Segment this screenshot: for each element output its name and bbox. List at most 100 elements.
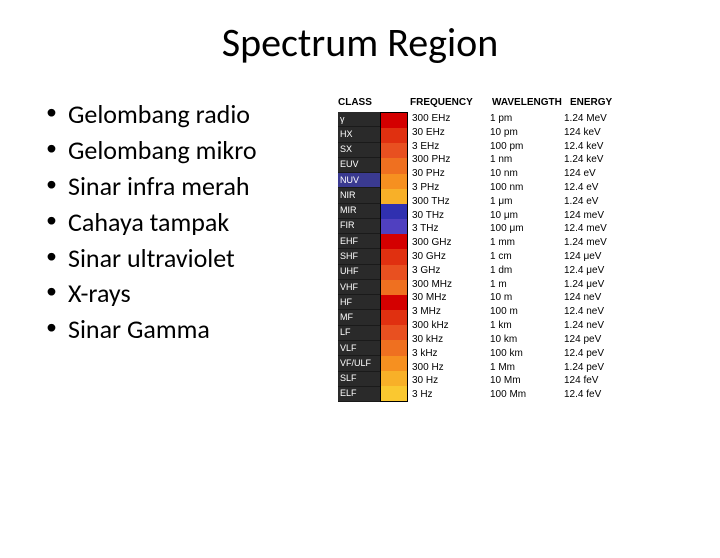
- bullet-item: Sinar ultraviolet: [46, 241, 328, 277]
- bullet-item: Gelombang mikro: [46, 133, 328, 169]
- spectrum-segment: [381, 219, 407, 234]
- wavelength-value: 1 cm: [490, 250, 560, 264]
- wavelength-value: 100 nm: [490, 181, 560, 195]
- frequency-value: 300 kHz: [412, 319, 486, 333]
- frequency-value: 30 kHz: [412, 333, 486, 347]
- frequency-value: 30 Hz: [412, 374, 486, 388]
- class-cell: SX: [338, 143, 380, 158]
- energy-value: 124 neV: [564, 292, 646, 306]
- energy-value: 12.4 neV: [564, 305, 646, 319]
- spectrum-segment: [381, 295, 407, 310]
- frequency-value: 30 PHz: [412, 167, 486, 181]
- energy-value: 1.24 keV: [564, 153, 646, 167]
- spectrum-chart: CLASS FREQUENCY WAVELENGTH ENERGY γHXSXE…: [328, 97, 692, 402]
- chart-body: γHXSXEUVNUVNIRMIRFIREHFSHFUHFVHFHFMFLFVL…: [338, 112, 692, 402]
- wavelength-value: 1 pm: [490, 112, 560, 126]
- wavelength-value: 10 nm: [490, 167, 560, 181]
- frequency-value: 3 MHz: [412, 305, 486, 319]
- wavelength-value: 1 dm: [490, 264, 560, 278]
- spectrum-segment: [381, 158, 407, 173]
- wavelength-value: 10 Mm: [490, 374, 560, 388]
- frequency-value: 30 THz: [412, 209, 486, 223]
- energy-value: 1.24 μeV: [564, 278, 646, 292]
- class-cell: HX: [338, 127, 380, 142]
- spectrum-segment: [381, 356, 407, 371]
- wavelength-value: 10 m: [490, 292, 560, 306]
- data-columns: 300 EHz30 EHz3 EHz300 PHz30 PHz3 PHz300 …: [408, 112, 692, 402]
- energy-value: 124 peV: [564, 333, 646, 347]
- wavelength-value: 10 pm: [490, 126, 560, 140]
- energy-value: 1.24 MeV: [564, 112, 646, 126]
- frequency-value: 300 EHz: [412, 112, 486, 126]
- class-cell: MIR: [338, 204, 380, 219]
- wavelength-value: 100 μm: [490, 223, 560, 237]
- wavelength-value: 100 pm: [490, 140, 560, 154]
- frequency-value: 3 GHz: [412, 264, 486, 278]
- energy-value: 1.24 meV: [564, 236, 646, 250]
- frequency-value: 3 THz: [412, 223, 486, 237]
- class-cell: VLF: [338, 341, 380, 356]
- wavelength-value: 10 μm: [490, 209, 560, 223]
- spectrum-segment: [381, 174, 407, 189]
- frequency-value: 300 GHz: [412, 236, 486, 250]
- wavelength-value: 1 km: [490, 319, 560, 333]
- wavelength-value: 1 nm: [490, 153, 560, 167]
- spectrum-color-bar: [380, 112, 408, 402]
- class-cell: ELF: [338, 387, 380, 402]
- energy-column: 1.24 MeV124 keV12.4 keV1.24 keV124 eV12.…: [560, 112, 646, 402]
- wavelength-value: 1 mm: [490, 236, 560, 250]
- spectrum-segment: [381, 113, 407, 128]
- frequency-value: 3 EHz: [412, 140, 486, 154]
- class-cell: SLF: [338, 372, 380, 387]
- wavelength-value: 1 m: [490, 278, 560, 292]
- frequency-value: 30 GHz: [412, 250, 486, 264]
- frequency-value: 300 MHz: [412, 278, 486, 292]
- spectrum-segment: [381, 249, 407, 264]
- energy-value: 12.4 keV: [564, 140, 646, 154]
- bullet-item: Gelombang radio: [46, 97, 328, 133]
- bullet-item: X-rays: [46, 276, 328, 312]
- wavelength-value: 100 m: [490, 305, 560, 319]
- header-frequency: FREQUENCY: [410, 97, 492, 108]
- spectrum-segment: [381, 386, 407, 401]
- wavelength-value: 1 μm: [490, 195, 560, 209]
- frequency-value: 3 kHz: [412, 347, 486, 361]
- frequency-value: 300 PHz: [412, 153, 486, 167]
- frequency-column: 300 EHz30 EHz3 EHz300 PHz30 PHz3 PHz300 …: [408, 112, 486, 402]
- energy-value: 1.24 peV: [564, 361, 646, 375]
- spectrum-segment: [381, 265, 407, 280]
- energy-value: 12.4 μeV: [564, 264, 646, 278]
- energy-value: 12.4 peV: [564, 347, 646, 361]
- bullet-list: Gelombang radioGelombang mikroSinar infr…: [46, 97, 328, 348]
- frequency-value: 30 EHz: [412, 126, 486, 140]
- class-cell: NUV: [338, 173, 380, 188]
- energy-value: 124 feV: [564, 374, 646, 388]
- energy-value: 124 keV: [564, 126, 646, 140]
- class-cell: FIR: [338, 219, 380, 234]
- content-area: Gelombang radioGelombang mikroSinar infr…: [0, 97, 720, 402]
- class-cell: UHF: [338, 265, 380, 280]
- wavelength-value: 1 Mm: [490, 361, 560, 375]
- header-energy: ENERGY: [570, 97, 650, 108]
- class-cell: γ: [338, 112, 380, 127]
- wavelength-value: 100 Mm: [490, 388, 560, 402]
- frequency-value: 3 Hz: [412, 388, 486, 402]
- spectrum-segment: [381, 143, 407, 158]
- energy-value: 12.4 meV: [564, 223, 646, 237]
- frequency-value: 3 PHz: [412, 181, 486, 195]
- frequency-value: 30 MHz: [412, 292, 486, 306]
- bullet-item: Cahaya tampak: [46, 205, 328, 241]
- frequency-value: 300 THz: [412, 195, 486, 209]
- class-cell: VF/ULF: [338, 356, 380, 371]
- class-cell: VHF: [338, 280, 380, 295]
- energy-value: 124 μeV: [564, 250, 646, 264]
- header-class: CLASS: [338, 97, 410, 108]
- energy-value: 124 eV: [564, 167, 646, 181]
- class-cell: EUV: [338, 158, 380, 173]
- energy-value: 12.4 eV: [564, 181, 646, 195]
- page-title: Spectrum Region: [0, 18, 720, 67]
- class-cell: NIR: [338, 188, 380, 203]
- class-cell: HF: [338, 295, 380, 310]
- spectrum-segment: [381, 340, 407, 355]
- wavelength-value: 100 km: [490, 347, 560, 361]
